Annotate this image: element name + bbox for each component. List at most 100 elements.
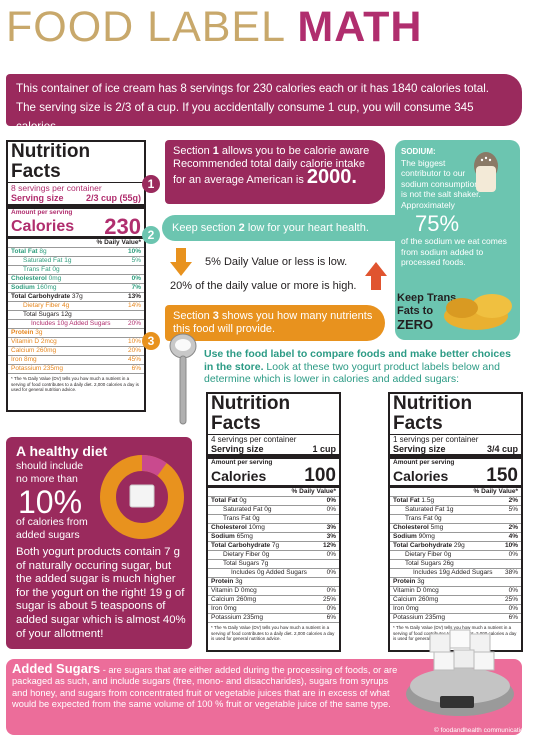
nutrient-rows: Total Fat 8g 10% Saturated Fat 1g 5% Trans F…	[8, 248, 144, 374]
nutrient-amount: 0g	[252, 515, 260, 522]
title-part2: MATH	[297, 3, 423, 51]
nutrient-amount: 235mg	[243, 614, 264, 621]
main-nutrient-row: Total Sugars 12g	[8, 311, 144, 320]
nutrient-dv: 45%	[127, 356, 141, 363]
section-badge-3: 3	[142, 332, 160, 350]
nutrient-label: Includes 19g Added Sugars	[413, 569, 493, 576]
nutrient-amount: 0g	[444, 551, 452, 558]
y1-nutrient-row: Vitamin D 0mcg 0%	[208, 587, 339, 596]
nutrient-name: Dietary Fiber 0g	[211, 551, 269, 559]
healthy-pct: 10%	[18, 484, 83, 520]
nutrient-amount: 1.5g	[421, 497, 435, 504]
nutrient-amount: 26g	[442, 560, 454, 567]
nutrient-dv: 0%	[326, 551, 336, 558]
nutrient-name: Total Carbohydrate 29g	[393, 542, 465, 550]
nutrient-dv: 0%	[508, 587, 518, 594]
nutrient-label: Includes 0g Added Sugars	[231, 569, 307, 576]
trans-fat-note: Keep Trans Fats to ZERO	[397, 292, 456, 331]
nutrient-name: Includes 19g Added Sugars	[393, 569, 493, 577]
nutrient-dv: 20%	[127, 347, 141, 354]
nutrient-dv: 0%	[326, 497, 336, 504]
yogurt-label-left: Nutrition Facts 4 servings per container…	[206, 392, 341, 652]
y1-cal-label: Calories	[211, 468, 267, 484]
fried-food-icon	[444, 294, 512, 330]
nutrient-amount: 0mcg	[240, 587, 257, 594]
nutrient-name: Sodium 160mg	[11, 284, 57, 292]
amount-per-serving: Amount per serving	[11, 209, 73, 216]
nutrient-label: Protein	[393, 578, 416, 585]
nutrient-label: Includes 10g Added Sugars	[31, 320, 111, 327]
healthy-of: of calories from added sugars	[16, 516, 88, 541]
nutrient-name: Cholesterol 0mg	[11, 275, 61, 283]
nutrient-dv: 25%	[322, 596, 336, 603]
nutrient-amount: 7g	[271, 542, 280, 549]
nutrient-dv: 0%	[326, 605, 336, 612]
nutrient-label: Sodium	[211, 533, 235, 540]
nutrient-label: Total Carbohydrate	[211, 542, 271, 549]
nutrient-name: Dietary Fiber 0g	[393, 551, 451, 559]
nutrient-amount: 10mg	[248, 524, 265, 531]
nutrient-amount: 260mg	[236, 596, 257, 603]
nutrient-name: Total Carbohydrate 37g	[11, 293, 83, 301]
dv-high-text: 20% of the daily value or more is high.	[170, 280, 357, 292]
yogurt-label-right: Nutrition Facts 1 servings per container…	[388, 392, 523, 652]
y2-nutrient-row: Vitamin D 0mcg 0%	[390, 587, 521, 596]
section1-line1: Section 1 allows you to be calorie aware	[173, 145, 377, 158]
main-nutrient-row: Total Carbohydrate 37g 13%	[8, 293, 144, 302]
nutrient-label: Total Fat	[11, 248, 38, 255]
nutrient-name: Iron 0mg	[393, 605, 419, 613]
nutrient-dv: 0%	[326, 506, 336, 513]
main-nutrient-row: Total Fat 8g 10%	[8, 248, 144, 257]
nutrient-name: Includes 10g Added Sugars	[11, 320, 111, 328]
y2-nutrient-row: Includes 19g Added Sugars 38%	[390, 569, 521, 578]
main-nutrient-row: Iron 8mg 45%	[8, 356, 144, 365]
nutrient-amount: 1g	[446, 506, 454, 513]
y2-nutrient-row: Potassium 235mg 6%	[390, 614, 521, 623]
nutrient-amount: 0mcg	[422, 587, 439, 594]
nutrient-dv: 4%	[508, 533, 518, 540]
nutrient-label: Calcium	[211, 596, 235, 603]
main-nutrient-row: Trans Fat 0g	[8, 266, 144, 275]
nutrient-dv: 2%	[508, 497, 518, 504]
salt-shaker-icon	[474, 152, 498, 192]
y2-nutrient-row: Protein 3g	[390, 578, 521, 587]
nutrient-amount: 260mg	[36, 347, 57, 354]
nutrient-dv: 0%	[508, 605, 518, 612]
nutrient-dv: 0%	[508, 551, 518, 558]
nutrient-amount: 235mg	[43, 365, 64, 372]
nutrient-label: Total Sugars	[223, 560, 260, 567]
nutrient-name: Total Fat 1.5g	[393, 497, 434, 505]
s3-pre: Section	[173, 310, 213, 322]
nutrient-dv: 14%	[127, 302, 141, 309]
sugar-donut-chart	[100, 455, 184, 539]
nutrient-amount: 0mg	[224, 605, 237, 612]
nutrient-amount: 2mcg	[40, 338, 57, 345]
nutrient-name: Iron 0mg	[211, 605, 237, 613]
nutrient-amount: 29g	[453, 542, 465, 549]
y1-nutrient-row: Iron 0mg 0%	[208, 605, 339, 614]
nutrient-name: Total Sugars 26g	[393, 560, 454, 568]
page-title: FOOD LABEL MATH	[6, 2, 422, 52]
sodium-intro: SODIUM: The biggest contributor to our so…	[401, 146, 483, 210]
y2-heading: Nutrition Facts	[390, 394, 521, 435]
trans-line1: Keep Trans	[397, 292, 457, 304]
nutrient-name: Saturated Fat 1g	[11, 257, 71, 265]
nutrient-label: Trans Fat	[23, 266, 51, 273]
y2-ss-label: Serving size	[393, 444, 446, 454]
nutrient-label: Trans Fat	[223, 515, 251, 522]
nutrient-amount: 260mg	[418, 596, 439, 603]
nutrient-label: Total Carbohydrate	[393, 542, 453, 549]
nutrient-name: Vitamin D 0mcg	[393, 587, 439, 595]
arrow-up-icon	[365, 262, 387, 290]
intro-banner: This container of ice cream has 8 servin…	[6, 74, 522, 133]
s1-text: Recommended total daily calorie intake f…	[173, 158, 365, 186]
nutrient-amount: 0g	[239, 497, 247, 504]
nutrient-dv: 5%	[131, 257, 141, 264]
y1-cal-value: 100	[304, 465, 336, 486]
main-nutrient-row: Protein 3g	[8, 329, 144, 338]
y2-nutrient-row: Total Sugars 26g	[390, 560, 521, 569]
y1-nutrient-row: Total Sugars 7g	[208, 560, 339, 569]
nutrient-label: Saturated Fat	[223, 506, 263, 513]
serving-size-value: 2/3 cup (55g)	[85, 193, 141, 203]
nutrient-label: Calcium	[11, 347, 35, 354]
